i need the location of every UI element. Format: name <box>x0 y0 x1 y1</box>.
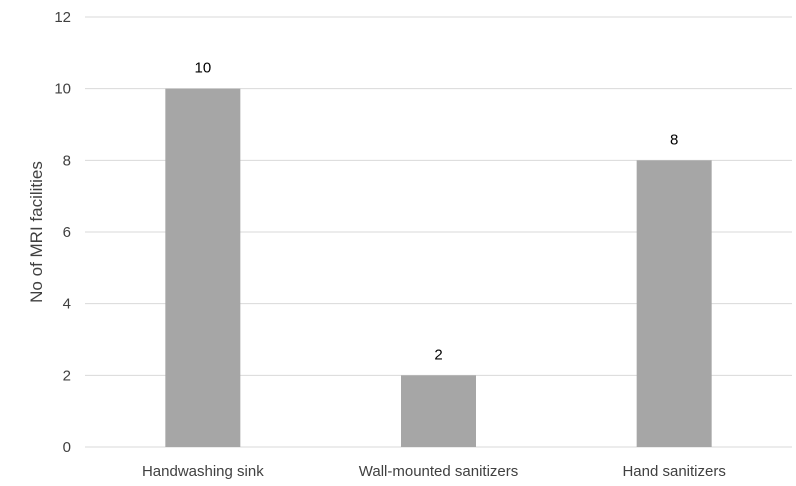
y-tick-label: 6 <box>63 224 71 241</box>
data-labels: 10 2 8 <box>194 60 678 364</box>
bars <box>165 88 712 448</box>
bar <box>165 88 241 448</box>
y-axis-title: No of MRI facilities <box>27 161 46 303</box>
category-label: Wall-mounted sanitizers <box>359 463 519 480</box>
y-tick-label: 12 <box>54 9 71 26</box>
data-label: 8 <box>670 131 678 148</box>
bar <box>636 160 712 448</box>
x-axis-categories: Handwashing sink Wall-mounted sanitizers H… <box>142 463 726 480</box>
category-label: Handwashing sink <box>142 463 264 480</box>
y-tick-label: 0 <box>63 439 71 456</box>
y-tick-label: 4 <box>63 296 71 313</box>
y-tick-label: 8 <box>63 152 71 169</box>
data-label: 10 <box>194 60 211 77</box>
y-tick-label: 10 <box>54 81 71 98</box>
bar <box>401 375 476 447</box>
category-label: Hand sanitizers <box>622 463 725 480</box>
y-tick-label: 2 <box>63 367 71 384</box>
y-axis-ticks: 0 2 4 6 8 10 12 <box>54 9 71 456</box>
data-label: 2 <box>434 346 442 363</box>
